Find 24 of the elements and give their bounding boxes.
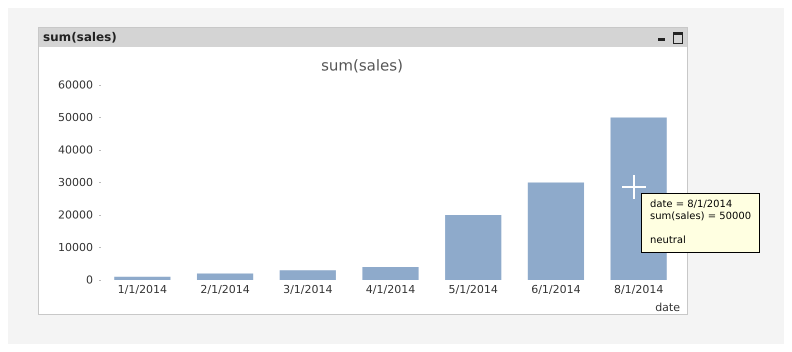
bar xyxy=(445,215,502,280)
x-tick-label: 3/1/2014 xyxy=(283,283,332,296)
bar xyxy=(280,270,336,280)
x-tick-label: 1/1/2014 xyxy=(118,283,168,296)
x-tick-label: 2/1/2014 xyxy=(200,283,250,296)
x-tick-label: 4/1/2014 xyxy=(366,283,416,296)
bar xyxy=(196,274,254,280)
y-tick-label: 20000 xyxy=(58,208,93,222)
y-tick-label: 0 xyxy=(86,274,93,286)
x-tick-label: 6/1/2014 xyxy=(531,283,581,296)
x-tick-label: 5/1/2014 xyxy=(448,283,498,296)
bar xyxy=(114,276,170,280)
y-tick-label: 40000 xyxy=(58,144,93,156)
y-tick-label: 30000 xyxy=(58,176,93,189)
bar xyxy=(528,182,584,280)
text: sum(sales) xyxy=(43,30,117,44)
text: date = 8/1/2014 sum(sales) = 50000 neutral xyxy=(650,199,752,246)
chart-title: sum(sales) xyxy=(321,56,403,74)
y-tick-label: 10000 xyxy=(58,241,93,254)
y-tick-label: 60000 xyxy=(58,78,93,92)
x-tick-label: 8/1/2014 xyxy=(614,283,664,296)
x-axis-title: date xyxy=(655,301,680,314)
y-tick-label: 50000 xyxy=(58,111,93,124)
bar xyxy=(362,267,419,280)
